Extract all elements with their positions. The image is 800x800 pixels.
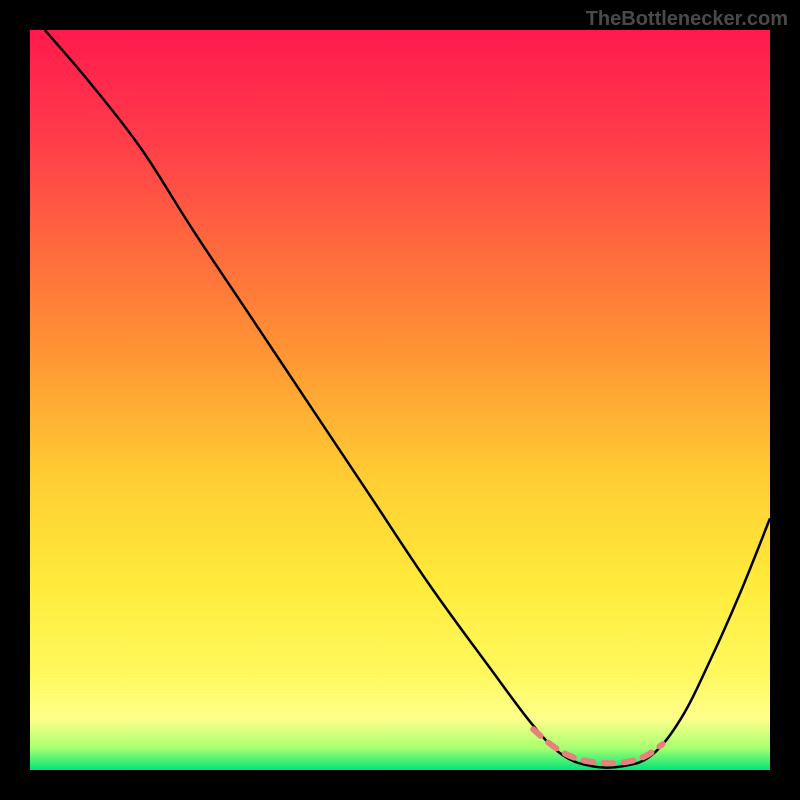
chart-background	[30, 30, 770, 770]
bottleneck-chart	[30, 30, 770, 770]
chart-container	[30, 30, 770, 770]
watermark-text: TheBottlenecker.com	[586, 8, 788, 31]
